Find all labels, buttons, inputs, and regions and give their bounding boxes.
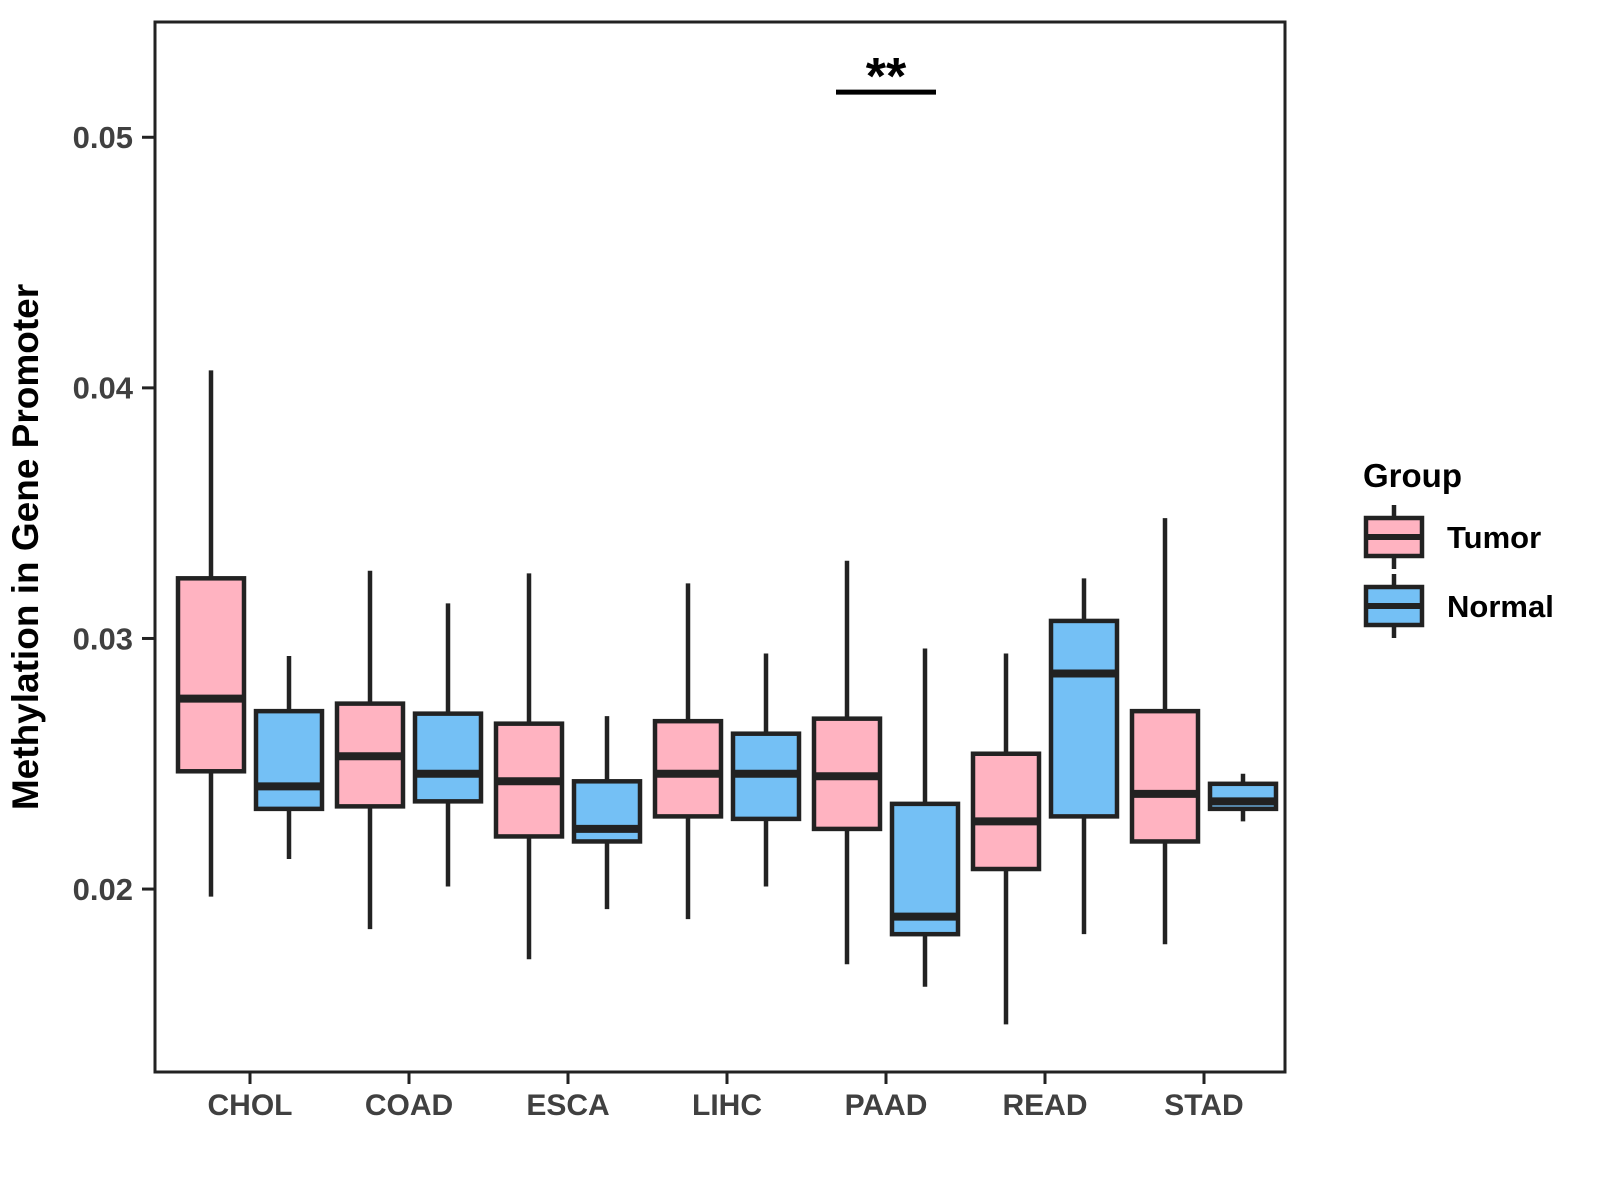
x-axis-label-COAD: COAD (365, 1089, 453, 1122)
boxplot-PAAD-Normal (889, 648, 961, 987)
y-axis-tick-label-0.04: 0.04 (73, 371, 134, 406)
x-axis-label-CHOL: CHOL (208, 1089, 293, 1122)
boxplot-ESCA-Tumor (493, 573, 565, 960)
boxplot-ESCA-Normal (571, 716, 643, 910)
x-axis-label-STAD: STAD (1164, 1089, 1243, 1122)
legend-item-normal (1363, 574, 1425, 638)
boxplot-COAD-Normal (412, 603, 484, 887)
boxplot-CHOL-Tumor (175, 370, 247, 897)
box-LIHC-Tumor (652, 718, 724, 819)
y-axis-tick-label-0.03: 0.03 (73, 621, 133, 656)
boxplot-LIHC-Tumor (652, 583, 724, 920)
y-axis-tick-label-0.02: 0.02 (73, 872, 133, 907)
y-axis-title: Methylation in Gene Promoter (5, 284, 46, 810)
boxplot-STAD-Tumor (1129, 518, 1201, 945)
boxplot-READ-Tumor (970, 653, 1042, 1025)
x-axis-label-ESCA: ESCA (526, 1089, 609, 1122)
box-STAD-Tumor (1129, 708, 1201, 844)
significance-stars: ** (866, 48, 907, 106)
plot-panel-border (153, 20, 1287, 1074)
x-axis-label-PAAD: PAAD (845, 1089, 928, 1122)
legend-item-tumor (1363, 505, 1425, 569)
boxplot-READ-Normal (1048, 578, 1120, 935)
box-CHOL-Normal (253, 708, 325, 812)
boxplot-CHOL-Normal (253, 656, 325, 859)
x-axis-label-READ: READ (1002, 1089, 1087, 1122)
box-PAAD-Normal (889, 801, 961, 937)
boxplot-STAD-Normal (1207, 773, 1279, 822)
y-axis-tick-label-0.05: 0.05 (73, 120, 133, 155)
box-READ-Tumor (970, 751, 1042, 872)
legend-label-tumor: Tumor (1447, 520, 1541, 555)
box-CHOL-Tumor (175, 576, 247, 774)
x-axis-label-LIHC: LIHC (692, 1089, 762, 1122)
boxplot-COAD-Tumor (334, 570, 406, 930)
boxplot-PAAD-Tumor (811, 560, 883, 965)
box-COAD-Normal (412, 711, 484, 804)
legend-label-normal: Normal (1447, 589, 1554, 624)
boxplot-LIHC-Normal (730, 653, 802, 887)
box-READ-Normal (1048, 618, 1120, 819)
legend-title: Group (1363, 457, 1462, 494)
